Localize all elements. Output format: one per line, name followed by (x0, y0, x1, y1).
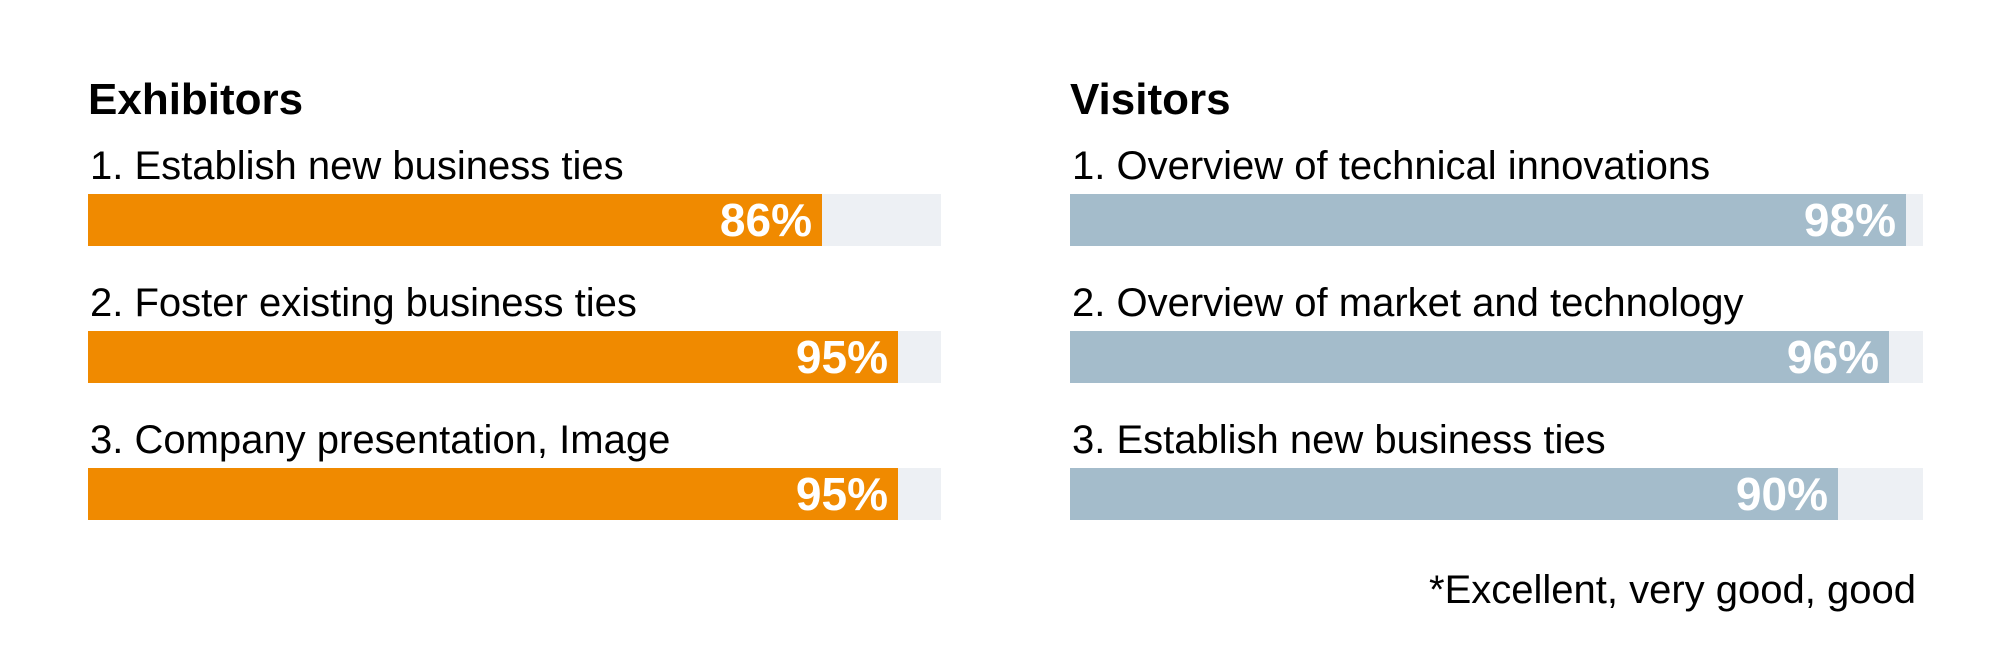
visitors-bar-track: 90% (1070, 468, 1923, 520)
exhibitors-item-label: 1. Establish new business ties (90, 144, 624, 188)
exhibitors-title: Exhibitors (88, 75, 304, 124)
exhibitors-bar-track: 95% (88, 468, 941, 520)
exhibitors-item-label: 3. Company presentation, Image (90, 418, 671, 462)
exhibitors-item-3: 3. Company presentation, Image 95% (88, 416, 941, 520)
exhibitors-bar-value-label: 95% (795, 331, 888, 383)
exhibitors-panel: Exhibitors 1. Establish new business tie… (88, 70, 941, 520)
visitors-bar-track: 96% (1070, 331, 1923, 383)
visitors-bar-value-label: 96% (1786, 331, 1879, 383)
visitors-bar-track: 98% (1070, 194, 1923, 246)
exhibitors-bar: 95% (88, 331, 898, 383)
visitors-bar: 96% (1070, 331, 1889, 383)
footnote: *Excellent, very good, good (1429, 568, 1916, 612)
visitors-bar-value-label: 98% (1803, 194, 1896, 246)
exhibitors-item-1: 1. Establish new business ties 86% (88, 142, 941, 246)
exhibitors-bar: 95% (88, 468, 898, 520)
exhibitors-bar-track: 86% (88, 194, 941, 246)
visitors-bar: 98% (1070, 194, 1906, 246)
visitors-item-label: 3. Establish new business ties (1072, 418, 1606, 462)
visitors-item-3: 3. Establish new business ties 90% (1070, 416, 1923, 520)
visitors-item-2: 2. Overview of market and technology 96% (1070, 279, 1923, 383)
exhibitors-bar: 86% (88, 194, 822, 246)
visitors-bar: 90% (1070, 468, 1838, 520)
exhibitors-bar-track: 95% (88, 331, 941, 383)
visitors-item-label: 1. Overview of technical innovations (1072, 144, 1711, 188)
exhibitors-bar-value-label: 86% (719, 194, 812, 246)
visitors-title: Visitors (1070, 75, 1231, 124)
visitors-item-1: 1. Overview of technical innovations 98% (1070, 142, 1923, 246)
exhibitors-item-label: 2. Foster existing business ties (90, 281, 637, 325)
visitors-panel: Visitors 1. Overview of technical innova… (1070, 70, 1923, 520)
visitors-item-label: 2. Overview of market and technology (1072, 281, 1744, 325)
exhibitors-item-2: 2. Foster existing business ties 95% (88, 279, 941, 383)
visitors-bar-value-label: 90% (1735, 468, 1828, 520)
exhibitors-bar-value-label: 95% (795, 468, 888, 520)
